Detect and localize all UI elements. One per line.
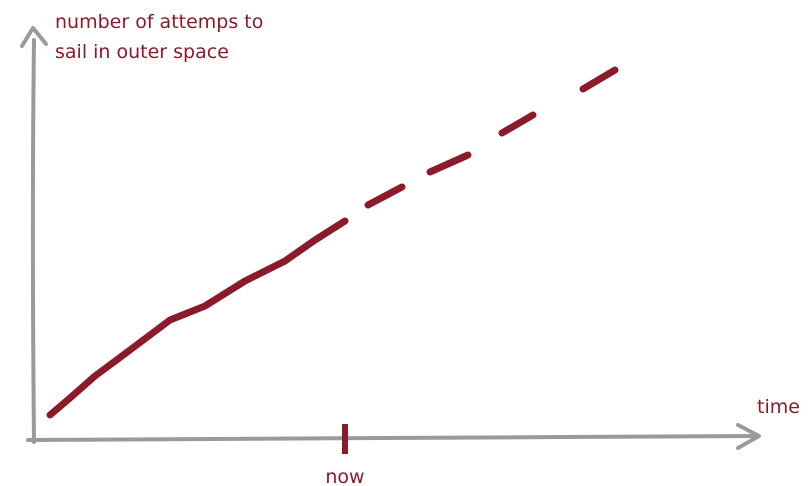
now-label: now: [325, 466, 364, 486]
y-axis-arrow: [20, 26, 48, 48]
x-axis-arrow: [736, 423, 761, 450]
y-axis-label: sail in outer space: [55, 41, 229, 63]
trend-dash: [426, 151, 472, 176]
trend-dash: [364, 183, 406, 209]
trend-line: [46, 66, 619, 419]
y-axis-label: number of attemps to: [55, 11, 263, 33]
x-axis: [26, 434, 760, 442]
y-axis: [30, 38, 36, 444]
axes: [20, 26, 761, 450]
trend-dash: [498, 111, 537, 137]
trend-dash: [579, 66, 619, 93]
x-axis-label: time: [757, 396, 800, 418]
trend-solid: [46, 217, 349, 419]
